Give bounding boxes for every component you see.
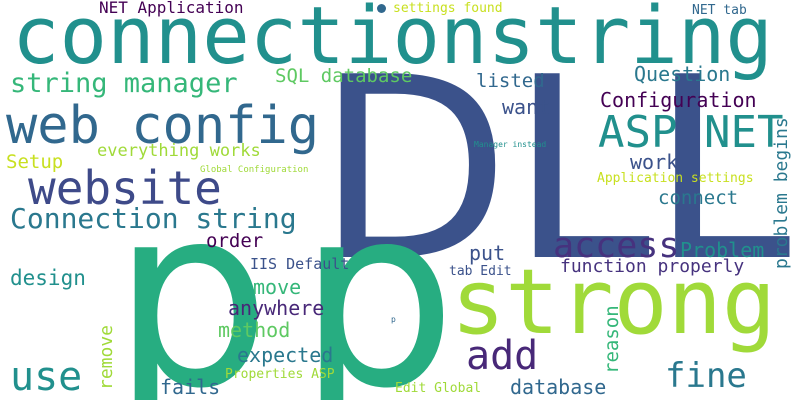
word-web-config: web config — [6, 96, 320, 156]
word-fails: fails — [160, 375, 221, 399]
word-asp-net: ASP NET — [598, 107, 784, 158]
word-configuration: Configuration — [600, 88, 757, 112]
word-edit-global: Edit Global — [395, 381, 482, 396]
word-remove: remove — [96, 324, 117, 390]
word-iis-default: IIS Default — [250, 255, 350, 273]
word-properties-asp: Properties ASP — [225, 367, 335, 382]
word-connectionstring: connectionstring — [12, 0, 773, 82]
word-application-settings: Application settings — [597, 171, 754, 186]
word-expected: expected — [237, 343, 334, 367]
word-anywhere: anywhere — [228, 296, 325, 320]
word-setup: Setup — [6, 151, 64, 173]
word-manager-instead: Manager instead — [474, 140, 547, 149]
word-work: work — [630, 150, 679, 174]
word-p-left: p — [112, 152, 271, 400]
word-p-right: p — [298, 152, 457, 400]
word-question: Question — [634, 62, 731, 86]
bullet-dot — [377, 4, 386, 13]
word-database: database — [510, 375, 607, 399]
word-string-manager: string manager — [10, 68, 238, 99]
word-everything-works: everything works — [97, 141, 261, 161]
word-listed: listed — [476, 70, 545, 92]
word-want: want — [502, 95, 551, 119]
word-reason: reason — [601, 305, 623, 374]
word-connection-string: Connection string — [10, 202, 297, 235]
word-website: website — [28, 161, 222, 215]
word-net-tab: NET tab — [692, 3, 747, 18]
word-order: order — [206, 230, 264, 252]
word-use: use — [10, 354, 83, 400]
word-add: add — [466, 333, 539, 379]
word-global-configuration: Global Configuration — [200, 165, 309, 175]
word-method: method — [218, 318, 291, 342]
word-access: access — [553, 226, 680, 266]
word-design: design — [10, 266, 86, 290]
word-tab-edit: tab Edit — [449, 264, 512, 279]
word-problem: Problem — [680, 238, 765, 262]
word-put: put — [469, 241, 506, 265]
word-problem-begins: problem begins — [771, 117, 792, 269]
word-function-properly: function properly — [560, 256, 745, 277]
word-move: move — [253, 275, 302, 299]
word-net-application: NET Application — [99, 0, 244, 17]
word-settings-found: settings found — [393, 1, 503, 16]
word-connect: connect — [658, 187, 739, 209]
word-strong: strong — [451, 250, 777, 355]
word-p-small: p — [391, 315, 396, 324]
word-sql-database: SQL database — [275, 65, 413, 87]
word-fine: fine — [665, 356, 747, 396]
word-dll: DLL — [316, 24, 791, 317]
